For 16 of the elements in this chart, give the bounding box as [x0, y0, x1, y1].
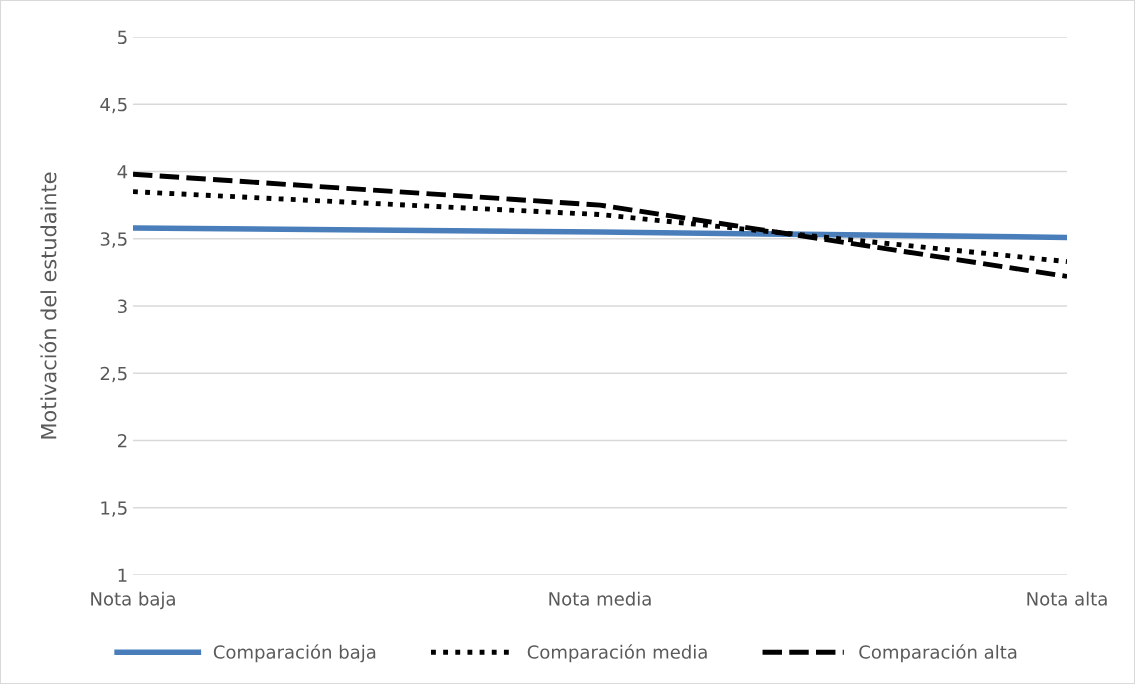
legend-label: Comparación baja	[213, 644, 376, 663]
y-axis-title: Motivación del estudainte	[39, 172, 57, 439]
y-tick-label: 3,5	[100, 232, 127, 248]
legend-label: Comparación media	[527, 644, 707, 663]
y-tick-label: 4	[117, 165, 128, 179]
y-tick-label: 3	[118, 299, 127, 314]
y-tick-label: 2	[117, 433, 127, 448]
y-tick-label: 1	[118, 568, 127, 582]
x-tick-label: Nota baja	[91, 591, 175, 610]
legend-label: Comparación alta	[859, 644, 1017, 663]
y-tick-label: 4,5	[100, 97, 127, 114]
x-tick-label: Nota media	[549, 591, 651, 606]
y-tick-label: 2,5	[100, 366, 127, 383]
x-tick-label: Nota alta	[1027, 591, 1107, 606]
y-tick-label: 5	[118, 30, 127, 45]
y-tick-label: 1,5	[101, 501, 127, 517]
